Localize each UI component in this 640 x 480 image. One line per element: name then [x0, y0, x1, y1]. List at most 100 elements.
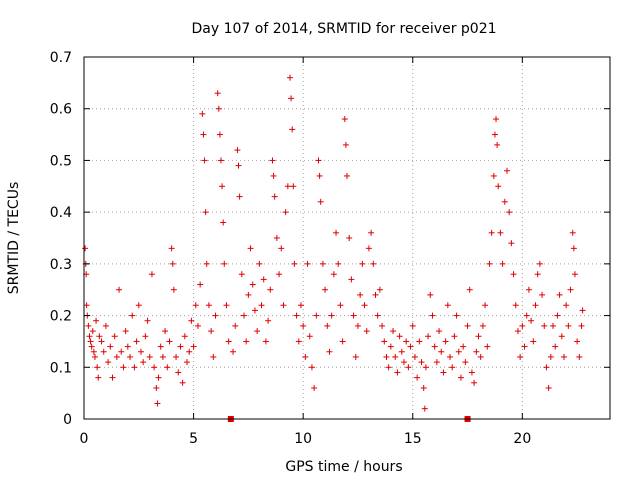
- data-point: [148, 271, 155, 278]
- data-point: [316, 172, 323, 179]
- data-point: [534, 271, 541, 278]
- data-point: [265, 317, 272, 324]
- data-point: [184, 359, 191, 366]
- data-point: [532, 302, 539, 309]
- data-point: [217, 157, 224, 164]
- data-point: [326, 348, 333, 355]
- data-point: [100, 348, 107, 355]
- data-point: [503, 167, 510, 174]
- data-point: [372, 291, 379, 298]
- data-point: [558, 333, 565, 340]
- data-point: [508, 240, 515, 247]
- y-tick-label: 0.6: [50, 102, 72, 118]
- data-point: [219, 183, 226, 190]
- data-point: [249, 281, 256, 288]
- data-point: [295, 338, 302, 345]
- data-point: [495, 183, 502, 190]
- data-point: [563, 302, 570, 309]
- data-point: [302, 353, 309, 360]
- data-point: [192, 302, 199, 309]
- data-point: [571, 271, 578, 278]
- data-point: [357, 291, 364, 298]
- data-point: [109, 374, 116, 381]
- data-point: [225, 338, 232, 345]
- data-point: [365, 245, 372, 252]
- data-point: [460, 343, 467, 350]
- data-point: [91, 353, 98, 360]
- data-point: [451, 333, 458, 340]
- data-point: [210, 353, 217, 360]
- data-point: [116, 286, 123, 293]
- data-point: [379, 322, 386, 329]
- x-tick-label: 20: [513, 431, 531, 447]
- data-point: [491, 131, 498, 138]
- data-point: [554, 312, 561, 319]
- y-tick-label: 0.2: [50, 309, 72, 325]
- data-point: [383, 353, 390, 360]
- data-point: [517, 353, 524, 360]
- data-point: [482, 302, 489, 309]
- data-point: [88, 343, 95, 350]
- data-point: [363, 328, 370, 335]
- data-point: [342, 141, 349, 148]
- y-axis-title: SRMTID / TECUs: [6, 182, 22, 295]
- data-point: [429, 312, 436, 319]
- data-point: [523, 312, 530, 319]
- data-point: [306, 333, 313, 340]
- data-point: [313, 312, 320, 319]
- data-point: [570, 245, 577, 252]
- data-point: [151, 364, 158, 371]
- data-point: [414, 374, 421, 381]
- data-point: [468, 369, 475, 376]
- data-point: [284, 183, 291, 190]
- data-point: [179, 379, 186, 386]
- data-point: [82, 245, 89, 252]
- data-point: [333, 229, 340, 236]
- data-point: [251, 307, 258, 314]
- data-point: [341, 116, 348, 123]
- data-point: [486, 260, 493, 267]
- x-tick-label: 5: [189, 431, 198, 447]
- data-point: [247, 245, 254, 252]
- data-point: [254, 328, 261, 335]
- data-point: [521, 343, 528, 350]
- data-point: [282, 209, 289, 216]
- data-point: [541, 322, 548, 329]
- data-point: [291, 260, 298, 267]
- data-point: [545, 384, 552, 391]
- data-point: [569, 229, 576, 236]
- data-point: [197, 281, 204, 288]
- data-point: [159, 353, 166, 360]
- data-point: [449, 364, 456, 371]
- data-point: [488, 229, 495, 236]
- data-point: [270, 172, 277, 179]
- x-tick-label: 15: [404, 431, 422, 447]
- data-point: [304, 260, 311, 267]
- data-point: [271, 193, 278, 200]
- data-point: [201, 157, 208, 164]
- data-point: [324, 322, 331, 329]
- data-point: [215, 105, 222, 112]
- data-point: [328, 312, 335, 319]
- data-point: [330, 271, 337, 278]
- data-point: [579, 307, 586, 314]
- data-point: [146, 353, 153, 360]
- data-point: [471, 379, 478, 386]
- data-point: [293, 312, 300, 319]
- data-point: [477, 353, 484, 360]
- data-point: [194, 322, 201, 329]
- data-point: [199, 110, 206, 117]
- data-point: [464, 322, 471, 329]
- data-point: [135, 302, 142, 309]
- data-point: [519, 322, 526, 329]
- plot-frame: [83, 56, 611, 420]
- data-point: [317, 198, 324, 205]
- data-point: [311, 384, 318, 391]
- data-point: [528, 317, 535, 324]
- data-point: [186, 348, 193, 355]
- data-point: [234, 147, 241, 154]
- data-point: [425, 333, 432, 340]
- data-point: [166, 338, 173, 345]
- data-point: [238, 271, 245, 278]
- y-tick-label: 0: [63, 412, 72, 428]
